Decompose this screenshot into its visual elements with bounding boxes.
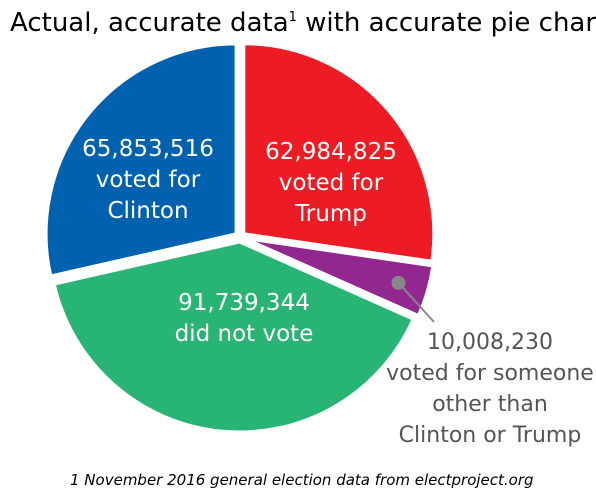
- chart-title-main: Actual, accurate data: [10, 8, 289, 38]
- slice-label-line-trump: Trump: [294, 201, 367, 227]
- callout-group: [391, 275, 435, 323]
- slice-label-trump: 62,984,825 voted for Trump: [265, 139, 397, 227]
- callout-dot-other: [391, 275, 406, 290]
- pie-slice-nonvoters: [52, 240, 416, 434]
- pie-slice-clinton: [44, 42, 238, 278]
- pie-slices: [44, 42, 436, 434]
- slice-label-line-other: voted for someone: [386, 361, 594, 386]
- slice-label-line-other: Clinton or Trump: [399, 423, 582, 448]
- slice-label-line-nonvoters: did not vote: [175, 321, 314, 347]
- slice-value-nonvoters: 91,739,344: [178, 290, 310, 316]
- pie-slice-other: [244, 236, 435, 318]
- slice-label-other: 10,008,230 voted for someone other than Cli…: [386, 330, 594, 448]
- chart-title-suffix: with accurate pie chart: [297, 8, 596, 38]
- slice-value-trump: 62,984,825: [265, 139, 397, 165]
- slice-label-nonvoters: 91,739,344 did not vote: [175, 290, 314, 347]
- slice-label-line-trump: voted for: [279, 170, 384, 196]
- slice-labels: 62,984,825 voted for Trump 10,008,230 voted …: [82, 136, 594, 448]
- slice-label-line-clinton: Clinton: [107, 198, 188, 224]
- slice-label-line-clinton: voted for: [96, 167, 201, 193]
- chart-footnote: 1 November 2016 general election data fr…: [70, 471, 534, 489]
- chart-title: Actual, accurate data1 with accurate pie…: [10, 8, 596, 38]
- slice-value-other: 10,008,230: [427, 330, 553, 355]
- chart-title-footnote-mark: 1: [289, 10, 297, 25]
- slice-label-clinton: 65,853,516 voted for Clinton: [82, 136, 214, 224]
- pie-slice-trump: [242, 42, 436, 263]
- slice-value-clinton: 65,853,516: [82, 136, 214, 162]
- callout-line-other: [397, 282, 435, 323]
- slice-label-line-other: other than: [432, 392, 548, 417]
